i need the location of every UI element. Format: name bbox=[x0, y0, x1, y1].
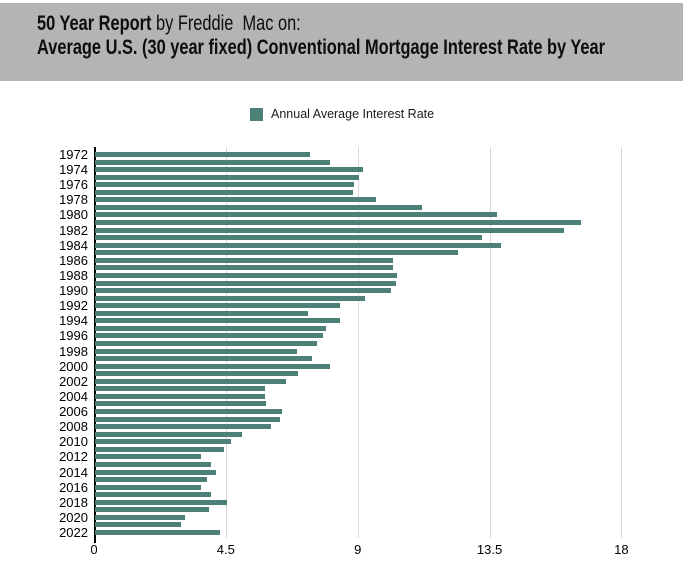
bar-1978 bbox=[95, 197, 377, 203]
ytick-2000: 2000 bbox=[59, 358, 88, 374]
title-line-1: 50 Year Report by Freddie Mac on: bbox=[37, 12, 541, 36]
bar-1975 bbox=[95, 174, 360, 180]
bar-2013 bbox=[95, 461, 211, 467]
ytick-1996: 1996 bbox=[59, 328, 88, 344]
ytick-2002: 2002 bbox=[59, 373, 88, 389]
bar-1976 bbox=[95, 182, 354, 188]
ytick-2018: 2018 bbox=[59, 494, 88, 510]
bar-2004 bbox=[95, 393, 266, 399]
ytick-1974: 1974 bbox=[59, 162, 88, 178]
bar-1981 bbox=[95, 220, 582, 226]
ytick-1988: 1988 bbox=[59, 267, 88, 283]
bar-1984 bbox=[95, 242, 501, 248]
bar-1979 bbox=[95, 204, 423, 210]
ytick-1994: 1994 bbox=[59, 313, 88, 329]
ytick-2006: 2006 bbox=[59, 404, 88, 420]
bar-1997 bbox=[95, 341, 317, 346]
bar-1987 bbox=[95, 265, 394, 271]
bar-1973 bbox=[95, 159, 330, 165]
header-band: 50 Year Report by Freddie Mac on: Averag… bbox=[0, 3, 683, 81]
bar-2016 bbox=[95, 484, 201, 490]
bar-1988 bbox=[95, 272, 397, 278]
bar-1991 bbox=[95, 295, 366, 301]
ytick-2010: 2010 bbox=[59, 434, 88, 450]
bar-1985 bbox=[95, 250, 459, 256]
bar-1998 bbox=[95, 348, 298, 354]
ytick-2020: 2020 bbox=[59, 509, 88, 525]
ytick-1984: 1984 bbox=[59, 237, 88, 253]
bar-1982 bbox=[95, 227, 564, 233]
chart-legend: Annual Average Interest Rate bbox=[250, 107, 434, 121]
bar-2021 bbox=[95, 522, 181, 528]
legend-label: Annual Average Interest Rate bbox=[271, 107, 435, 121]
bar-1994 bbox=[95, 318, 340, 324]
ytick-2008: 2008 bbox=[59, 419, 88, 435]
bar-2022 bbox=[95, 530, 220, 535]
bar-2017 bbox=[95, 492, 211, 498]
ytick-2016: 2016 bbox=[59, 479, 88, 495]
gridline-18 bbox=[621, 147, 623, 538]
bar-1980 bbox=[95, 212, 497, 218]
bar-1986 bbox=[95, 257, 393, 263]
bar-1990 bbox=[95, 288, 391, 294]
bar-1992 bbox=[95, 303, 340, 309]
xtick-0: 0 bbox=[90, 542, 98, 557]
ytick-1986: 1986 bbox=[59, 252, 88, 268]
bar-1996 bbox=[95, 333, 323, 339]
title-line-1-bold: 50 Year Report bbox=[37, 12, 152, 35]
bar-1995 bbox=[95, 325, 327, 331]
xtick-18: 18 bbox=[614, 542, 629, 557]
ytick-1992: 1992 bbox=[59, 298, 88, 314]
bar-2012 bbox=[95, 454, 202, 460]
gridline-9 bbox=[357, 147, 359, 538]
bar-1977 bbox=[95, 189, 354, 195]
bar-1974 bbox=[95, 167, 364, 173]
bar-2000 bbox=[95, 363, 330, 369]
bar-2006 bbox=[95, 409, 282, 415]
ytick-2004: 2004 bbox=[59, 388, 88, 404]
bar-1983 bbox=[95, 235, 482, 241]
bar-2019 bbox=[95, 507, 210, 513]
ytick-2014: 2014 bbox=[59, 464, 88, 480]
xtick-4.5: 4.5 bbox=[216, 542, 235, 557]
bar-2008 bbox=[95, 424, 271, 430]
ytick-1982: 1982 bbox=[59, 222, 88, 238]
bar-2005 bbox=[95, 401, 266, 407]
bar-2009 bbox=[95, 431, 242, 437]
ytick-1976: 1976 bbox=[59, 177, 88, 193]
bar-1972 bbox=[95, 152, 311, 157]
gridline-13.5 bbox=[489, 147, 491, 538]
bar-1989 bbox=[95, 280, 397, 286]
bar-2014 bbox=[95, 469, 217, 475]
ytick-1998: 1998 bbox=[59, 343, 88, 359]
xtick-13.5: 13.5 bbox=[476, 542, 503, 557]
ytick-1980: 1980 bbox=[59, 207, 88, 223]
ytick-1978: 1978 bbox=[59, 192, 88, 208]
bar-1993 bbox=[95, 310, 309, 316]
bar-2001 bbox=[95, 371, 299, 377]
ytick-2012: 2012 bbox=[59, 449, 88, 465]
bar-2018 bbox=[95, 499, 228, 505]
bar-2002 bbox=[95, 378, 286, 384]
legend-swatch-icon bbox=[250, 107, 263, 121]
bar-2020 bbox=[95, 514, 185, 520]
bar-2003 bbox=[95, 386, 265, 392]
bar-2015 bbox=[95, 477, 207, 483]
bar-1999 bbox=[95, 356, 312, 362]
bar-2007 bbox=[95, 416, 280, 422]
bar-2011 bbox=[95, 446, 225, 452]
title-line-1-rest: by Freddie Mac on: bbox=[151, 12, 301, 35]
ytick-1972: 1972 bbox=[59, 147, 88, 162]
ytick-1990: 1990 bbox=[59, 283, 88, 299]
xtick-9: 9 bbox=[354, 542, 362, 557]
bar-2010 bbox=[95, 439, 232, 445]
ytick-2022: 2022 bbox=[59, 525, 88, 540]
